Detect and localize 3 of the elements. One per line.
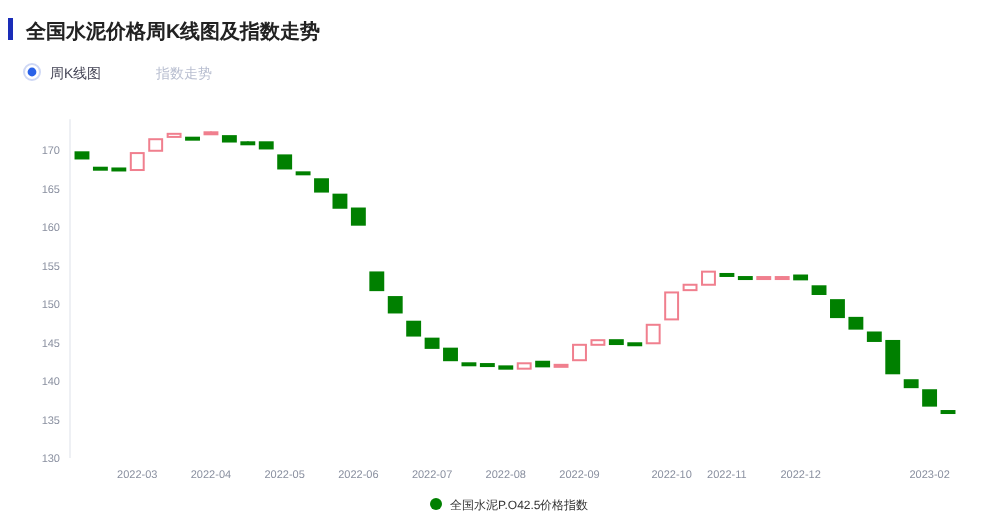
candlestick: [645, 323, 661, 345]
candlestick: [664, 291, 680, 321]
chart-title: 全国水泥价格周K线图及指数走势: [24, 20, 321, 44]
